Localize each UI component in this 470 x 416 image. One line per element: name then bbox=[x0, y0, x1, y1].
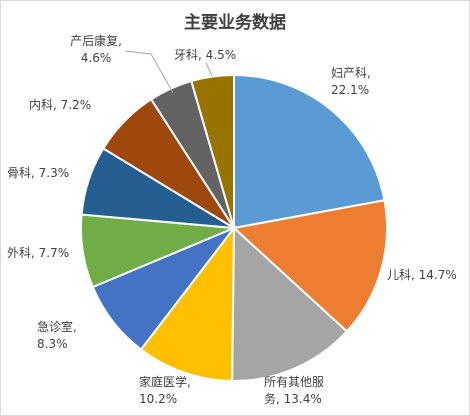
data-label: 所有其他服务, 13.4% bbox=[264, 375, 324, 406]
data-label: 骨科, 7.3% bbox=[7, 166, 69, 180]
pie-slice bbox=[231, 199, 388, 333]
watermark-text: 智通财经APP bbox=[367, 394, 444, 409]
pie-slice bbox=[233, 73, 386, 230]
pie-slice bbox=[139, 224, 236, 383]
watermark: 智通财经APP bbox=[348, 392, 444, 409]
data-label: 妇产科, 22.1% bbox=[331, 66, 371, 97]
data-label: 儿科, 14.7% bbox=[387, 268, 457, 282]
leader-line bbox=[205, 62, 213, 77]
data-label: 产后康复, 4.6% bbox=[70, 33, 122, 65]
data-label: 急诊室, 8.3% bbox=[37, 319, 77, 351]
data-label: 牙科, 4.5% bbox=[174, 48, 236, 62]
data-label: 外科, 7.7% bbox=[7, 246, 69, 260]
pie-slice bbox=[190, 73, 235, 229]
pie-slice bbox=[231, 225, 349, 382]
zhitong-logo-icon bbox=[348, 392, 364, 408]
leader-line bbox=[124, 50, 174, 94]
data-label: 内科, 7.2% bbox=[29, 98, 91, 112]
chart-title: 主要业务数据 bbox=[184, 12, 286, 33]
data-label: 家庭医学, 10.2% bbox=[139, 374, 191, 406]
